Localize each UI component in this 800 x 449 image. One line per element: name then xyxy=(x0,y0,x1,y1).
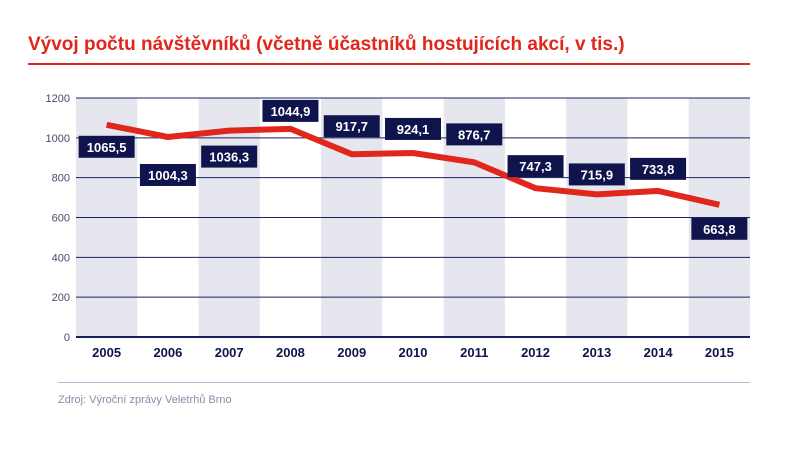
data-label-2009: 917,7 xyxy=(323,115,380,138)
data-label-box xyxy=(385,117,441,140)
x-tick-label-2012: 2012 xyxy=(521,345,550,360)
data-label-box xyxy=(262,99,319,122)
data-label-box xyxy=(568,163,625,186)
data-label-2012: 747,3 xyxy=(507,155,564,178)
data-label-2005: 1065,5 xyxy=(78,135,135,158)
data-label-box xyxy=(323,115,380,138)
data-point-2007 xyxy=(226,128,232,134)
y-tick-label-1200: 1200 xyxy=(46,93,70,105)
x-tick-label-2010: 2010 xyxy=(399,345,428,360)
data-point-2006 xyxy=(165,134,171,140)
data-label-text: 924,1 xyxy=(397,122,430,137)
series-line xyxy=(106,121,721,208)
data-label-2011: 876,7 xyxy=(446,123,503,146)
data-point-2008 xyxy=(287,126,293,132)
data-point-2010 xyxy=(410,150,416,156)
source-note: Zdroj: Výroční zprávy Veletrhů Brno xyxy=(58,394,232,406)
data-label-text: 733,8 xyxy=(642,162,675,177)
data-label-2010: 924,1 xyxy=(385,117,441,140)
data-label-box xyxy=(78,135,135,158)
x-tick-label-2013: 2013 xyxy=(582,345,611,360)
y-tick-label-200: 200 xyxy=(52,292,70,304)
data-label-text: 715,9 xyxy=(581,167,614,182)
bottom-rule xyxy=(58,382,750,383)
data-point-2012 xyxy=(533,185,539,191)
title-rule xyxy=(28,63,750,65)
data-label-text: 663,8 xyxy=(703,222,736,237)
data-label-text: 1004,3 xyxy=(148,168,188,183)
data-label-2007: 1036,3 xyxy=(201,145,258,168)
x-tick-label-2006: 2006 xyxy=(153,345,182,360)
data-label-text: 917,7 xyxy=(335,119,368,134)
data-label-text: 747,3 xyxy=(519,159,552,174)
x-tick-label-2008: 2008 xyxy=(276,345,305,360)
data-point-2013 xyxy=(594,191,600,197)
data-label-box xyxy=(446,123,503,146)
data-point-2011 xyxy=(471,159,477,165)
data-point-2014 xyxy=(655,188,661,194)
data-label-2006: 1004,3 xyxy=(139,163,196,186)
chart-title: Vývoj počtu návštěvníků (včetně účastník… xyxy=(28,34,625,55)
data-label-2014: 733,8 xyxy=(630,157,687,180)
x-tick-label-2011: 2011 xyxy=(460,345,488,360)
data-point-2009 xyxy=(349,151,355,157)
y-tick-label-0: 0 xyxy=(64,332,70,344)
y-tick-label-800: 800 xyxy=(52,173,70,185)
data-label-box xyxy=(691,217,748,240)
data-label-text: 876,7 xyxy=(458,127,491,142)
data-label-box xyxy=(201,145,258,168)
data-label-text: 1044,9 xyxy=(271,104,311,119)
x-tick-label-2007: 2007 xyxy=(215,345,244,360)
y-tick-label-400: 400 xyxy=(52,252,70,264)
data-point-2005 xyxy=(104,122,110,128)
y-tick-label-1000: 1000 xyxy=(46,133,70,145)
y-tick-label-600: 600 xyxy=(52,213,70,225)
data-label-text: 1036,3 xyxy=(209,150,249,165)
data-label-box xyxy=(507,155,564,178)
x-axis-ticks: 2005 2006 2007 2008 2009 2010 2011 2012 2013 2014… xyxy=(92,345,734,360)
data-label-box xyxy=(630,157,687,180)
data-point-2015 xyxy=(716,202,722,208)
x-tick-label-2005: 2005 xyxy=(92,345,121,360)
y-axis-ticks: 0 200 400 600 800 1000 1200 xyxy=(46,93,70,344)
data-label-box xyxy=(139,163,196,186)
data-label-text: 1065,5 xyxy=(87,140,127,155)
x-tick-label-2014: 2014 xyxy=(644,345,674,360)
data-label-2015: 663,8 xyxy=(691,217,748,240)
x-tick-label-2015: 2015 xyxy=(705,345,734,360)
data-label-2008: 1044,9 xyxy=(262,99,319,122)
x-tick-label-2009: 2009 xyxy=(337,345,366,360)
data-labels: 1065,5 1004,3 1036,3 1044,9 917,7 924,1 876,7 7… xyxy=(78,99,748,240)
data-label-2013: 715,9 xyxy=(568,163,625,186)
series-line-group xyxy=(104,121,722,208)
